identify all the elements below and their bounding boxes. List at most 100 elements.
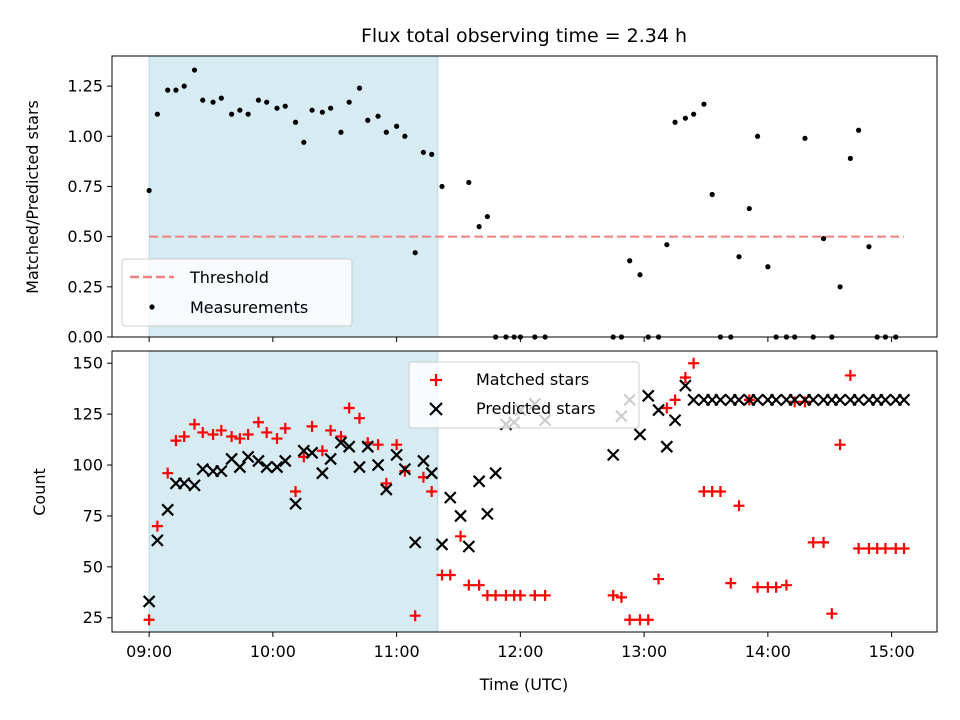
predicted-stars-point	[371, 458, 385, 472]
measurements-point	[420, 149, 427, 155]
matched-stars-point	[607, 589, 619, 601]
measurements-point	[439, 183, 445, 190]
bottom-plot-frame	[111, 350, 938, 633]
x-tick-label: 13:00	[621, 642, 667, 661]
x-tick-label: 14:00	[745, 642, 791, 661]
matched-stars-point	[770, 581, 782, 593]
x-tick-label: 09:00	[126, 642, 172, 661]
measurements-point	[866, 244, 872, 250]
measurements-point	[736, 254, 742, 260]
predicted-stars-point	[472, 475, 486, 488]
x-tick-label: 10:00	[250, 642, 296, 661]
matched-stars-point	[490, 589, 502, 601]
measurements-point	[476, 224, 482, 230]
measurements-point	[375, 113, 381, 119]
predicted-stars-point	[233, 460, 247, 474]
matched-stars-point	[679, 371, 691, 383]
matched-stars-point	[653, 573, 665, 585]
measurements-point	[173, 87, 179, 93]
bottom-x-ticks: 09:00 10:00 11:00 12:00 13:00 14:00 15:00	[126, 632, 915, 661]
predicted-stars-point	[151, 534, 164, 547]
matched-stars-point	[399, 465, 411, 477]
predicted-stars-point	[334, 436, 348, 449]
predicted-stars-point	[390, 448, 403, 462]
predicted-stars-point	[679, 379, 692, 392]
matched-stars-point	[514, 589, 526, 601]
matched-stars-point	[818, 536, 830, 548]
matched-stars-point	[380, 477, 392, 489]
predicted-stars-point	[443, 491, 457, 504]
matched-stars-point	[306, 420, 318, 432]
predicted-stars-point	[177, 477, 191, 490]
measurements-point	[709, 191, 715, 198]
predicted-stars-point	[380, 483, 393, 496]
measurements-point	[181, 83, 187, 89]
measurements-point	[146, 187, 152, 194]
predicted-stars-point	[652, 403, 665, 417]
measurements-point	[165, 87, 171, 93]
measurements-point	[412, 250, 418, 256]
measurements-point	[466, 179, 472, 186]
measurements-point	[338, 129, 344, 135]
measurements-point	[672, 119, 678, 125]
y-tick-label: 0.25	[67, 277, 103, 296]
predicted-stars-point	[668, 413, 682, 427]
threshold-legend-label: Threshold	[189, 268, 269, 287]
measurements-point	[237, 107, 243, 113]
x-axis-label: Time (UTC)	[479, 675, 568, 694]
matched-stars-point	[271, 433, 283, 445]
bottom-legend: Matched stars Predicted stars	[408, 361, 640, 429]
measurements-point	[274, 105, 280, 111]
y-tick-label: 25	[83, 608, 103, 627]
measurements-point	[691, 111, 697, 117]
measurements-legend-swatch	[149, 304, 155, 310]
measurements-point	[365, 117, 371, 123]
y-tick-label: 125	[72, 405, 103, 424]
measurements-point	[282, 103, 288, 109]
predicted-stars-point	[305, 446, 319, 460]
matched-stars-point	[780, 579, 792, 591]
x-tick-label: 12:00	[497, 642, 543, 661]
measurements-point	[346, 99, 352, 105]
matched-stars-point	[234, 433, 246, 445]
matched-legend-label: Matched stars	[476, 370, 589, 389]
predicted-stars-point	[687, 393, 700, 407]
matched-stars-point	[343, 402, 355, 414]
matched-stars-point	[335, 431, 347, 443]
y-tick-label: 100	[72, 456, 103, 475]
top-legend: Threshold Measurements	[121, 258, 353, 327]
predicted-stars-point	[633, 428, 647, 441]
matched-stars-point	[290, 486, 302, 497]
predicted-stars-point	[278, 454, 292, 468]
top-y-axis-label: Matched/Predicted stars	[23, 100, 42, 294]
matched-stars-point	[826, 608, 838, 620]
predicted-stars-point	[241, 450, 255, 464]
measurements-point	[837, 284, 843, 290]
predicted-stars-point	[270, 460, 284, 474]
matched-stars-point	[426, 486, 438, 497]
top-x-ticks	[148, 337, 893, 342]
matched-stars-point	[143, 614, 155, 626]
matched-stars-point	[207, 428, 219, 440]
y-tick-label: 1.00	[67, 127, 103, 146]
measurements-point	[754, 133, 761, 139]
predicted-stars-point	[806, 393, 820, 407]
matched-stars-point	[162, 467, 174, 479]
predicted-stars-point	[852, 393, 865, 407]
matched-stars-point	[444, 569, 456, 581]
top-axes: 0.00 0.25 0.50 0.75 1.00 1.25 Matched/Predict…	[23, 55, 938, 347]
y-tick-label: 0.75	[67, 177, 103, 196]
measurements-point	[394, 123, 400, 129]
measurements-point	[664, 242, 670, 248]
predicted-stars-point	[714, 393, 727, 407]
predicted-stars-point	[788, 393, 801, 407]
bottom-legend-box	[408, 361, 640, 429]
matched-stars-point	[853, 543, 865, 555]
predicted-stars-point	[481, 507, 494, 521]
measurements-point	[319, 109, 325, 115]
bottom-y-ticks: 25 50 75 100 125 150	[72, 354, 112, 627]
matched-stars-point	[252, 416, 264, 428]
predicted-stars-point	[324, 452, 337, 466]
measurements-point	[301, 139, 307, 145]
measurements-point	[701, 101, 707, 107]
